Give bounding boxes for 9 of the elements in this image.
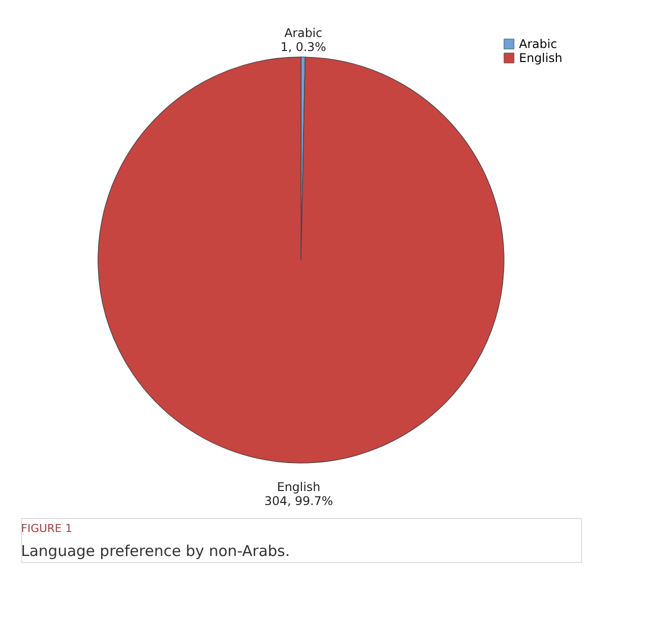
data-label: 304, 99.7% <box>264 494 333 508</box>
data-label: 1, 0.3% <box>280 40 326 54</box>
legend-label: Arabic <box>519 37 558 51</box>
caption: FIGURE 1 <box>21 522 72 535</box>
slice-label: Arabic <box>284 26 322 40</box>
pie-slice <box>98 56 504 464</box>
text: Language preference by non-Arabs. <box>21 542 290 560</box>
slice-label: English <box>276 480 320 494</box>
legend-label: English <box>519 51 562 65</box>
